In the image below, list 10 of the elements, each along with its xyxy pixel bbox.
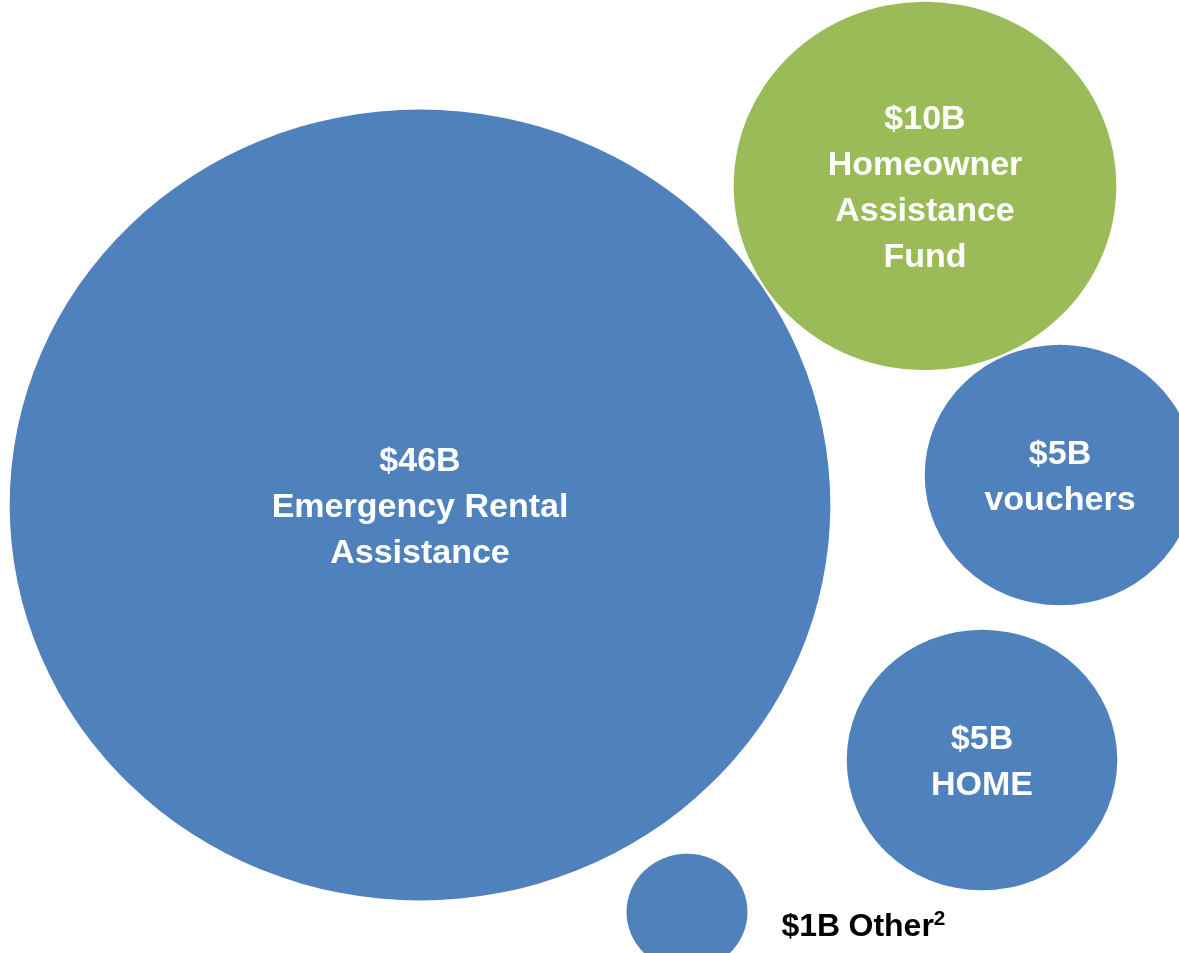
category-label: Other$^{2}$: [848, 905, 946, 943]
data-label: $5B: [1028, 433, 1092, 471]
data-label: $46B: [379, 440, 461, 478]
data-label: $1B: [781, 907, 841, 943]
category-label: Emergency Rental Assistance: [271, 486, 569, 570]
category-label: HOME: [931, 764, 1033, 802]
category-label: Homeowner Assistance Fund: [827, 144, 1023, 274]
category-label: vouchers: [984, 479, 1136, 517]
data-label: $5B: [950, 718, 1014, 756]
data-label: $10B: [884, 98, 966, 136]
